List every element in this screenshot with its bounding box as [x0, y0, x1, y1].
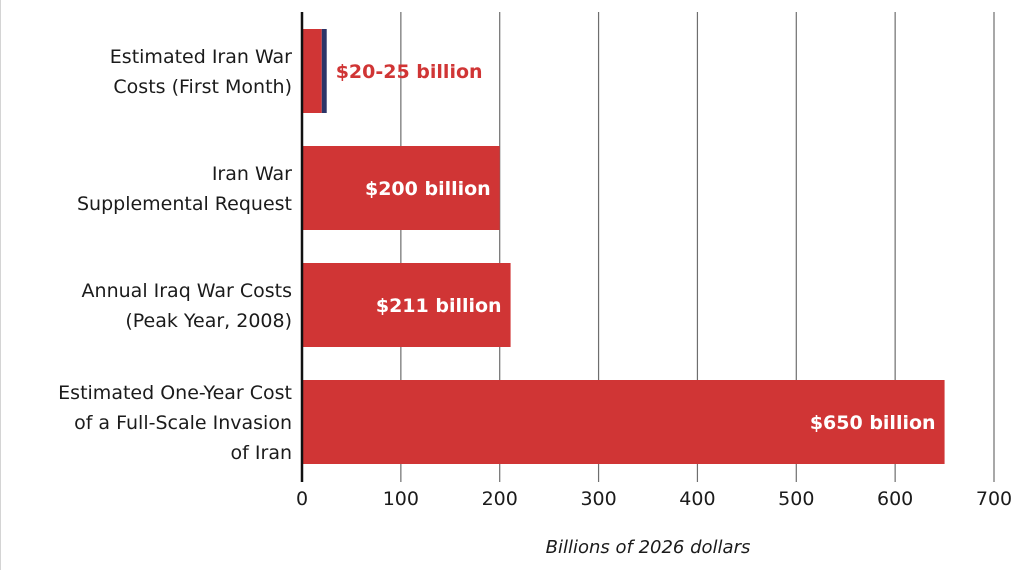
bar: [302, 29, 322, 113]
category-labels: Estimated Iran War Costs (First Month) Ira…: [58, 46, 292, 464]
category-label: (Peak Year, 2008): [125, 310, 292, 332]
category-label: Annual Iraq War Costs: [82, 280, 292, 302]
bar: [321, 29, 327, 113]
x-tick-label: 0: [296, 488, 308, 510]
data-label: $650 billion: [810, 412, 936, 434]
category-label: Estimated One-Year Cost: [58, 382, 292, 404]
data-label: $211 billion: [376, 295, 502, 317]
x-tick-label: 400: [679, 488, 715, 510]
data-label: $20-25 billion: [336, 61, 483, 83]
x-tick-label: 600: [877, 488, 913, 510]
x-tick-label: 300: [580, 488, 616, 510]
category-label: of Iran: [231, 442, 292, 464]
data-labels: $20-25 billion $200 billion $211 billion $6…: [336, 61, 936, 434]
bar: [302, 263, 511, 347]
category-label: Estimated Iran War: [110, 46, 292, 68]
bar: [302, 146, 500, 230]
x-tick-label: 700: [976, 488, 1012, 510]
category-label: Supplemental Request: [77, 193, 292, 215]
data-label: $200 billion: [365, 178, 491, 200]
x-tick-label: 100: [383, 488, 419, 510]
category-label: of a Full-Scale Invasion: [74, 412, 292, 434]
x-tick-label: 500: [778, 488, 814, 510]
x-axis-title: Billions of 2026 dollars: [546, 537, 751, 558]
bars: [302, 29, 945, 464]
category-label: Costs (First Month): [113, 76, 292, 98]
x-axis: 0 100 200 300 400 500 600 700: [296, 12, 1012, 510]
category-label: Iran War: [212, 163, 292, 185]
bar: [302, 380, 945, 464]
x-tick-label: 200: [482, 488, 518, 510]
